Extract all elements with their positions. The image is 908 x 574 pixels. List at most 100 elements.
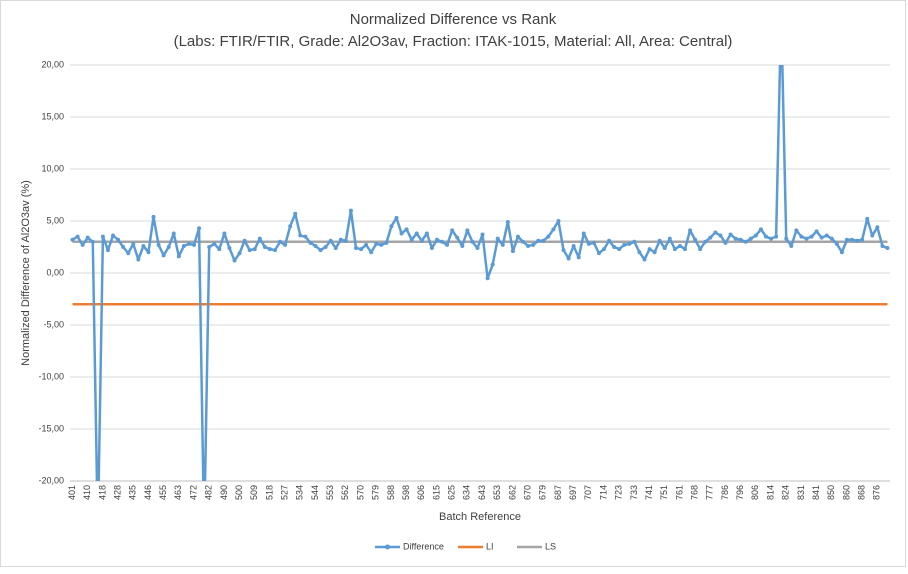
marker	[192, 242, 197, 247]
x-tick-label: 625	[447, 485, 457, 500]
marker	[465, 228, 470, 233]
marker	[379, 242, 384, 247]
marker	[136, 257, 141, 262]
marker	[151, 214, 156, 219]
marker	[242, 238, 247, 243]
marker	[212, 241, 217, 246]
x-tick-label: 796	[735, 485, 745, 500]
marker	[596, 251, 601, 256]
marker	[126, 251, 131, 256]
marker	[90, 239, 95, 244]
x-tick-label: 860	[841, 485, 851, 500]
chart-title: Normalized Difference vs Rank	[350, 11, 557, 28]
marker	[602, 247, 607, 252]
x-tick-label: 534	[295, 485, 305, 500]
marker	[303, 234, 308, 239]
x-tick-label: 509	[249, 485, 259, 500]
marker	[222, 231, 227, 236]
marker	[293, 211, 298, 216]
marker	[333, 246, 338, 251]
marker	[404, 227, 409, 232]
marker	[455, 235, 460, 240]
marker	[111, 233, 116, 238]
x-tick-label: 446	[143, 485, 153, 500]
marker	[794, 228, 799, 233]
y-tick-label: 20,00	[41, 59, 64, 69]
x-tick-label: 723	[614, 485, 624, 500]
marker	[829, 236, 834, 241]
y-tick-label: -5,00	[43, 319, 64, 329]
x-tick-label: 518	[264, 485, 274, 500]
marker	[278, 239, 283, 244]
marker	[237, 251, 242, 256]
x-tick-label: 814	[765, 485, 775, 500]
marker	[804, 236, 809, 241]
x-tick-label: 643	[477, 485, 487, 500]
marker	[698, 247, 703, 252]
marker	[75, 234, 80, 239]
x-tick-label: 786	[720, 485, 730, 500]
x-tick-label: 482	[204, 485, 214, 500]
marker	[824, 233, 829, 238]
marker	[860, 237, 865, 242]
marker	[257, 236, 262, 241]
legend-label: LS	[545, 541, 556, 551]
marker	[450, 228, 455, 233]
x-tick-label: 876	[872, 485, 882, 500]
marker	[799, 234, 804, 239]
x-tick-label: 606	[416, 485, 426, 500]
marker	[146, 250, 151, 255]
marker	[607, 238, 612, 243]
marker	[784, 236, 789, 241]
x-tick-label: 500	[234, 485, 244, 500]
marker	[652, 250, 657, 255]
x-tick-label: 472	[188, 485, 198, 500]
marker	[769, 236, 774, 241]
chart-subtitle: (Labs: FTIR/FTIR, Grade: Al2O3av, Fracti…	[174, 33, 733, 50]
y-tick-label: 0,00	[46, 267, 64, 277]
marker	[662, 246, 667, 251]
marker	[728, 232, 733, 237]
marker	[394, 215, 399, 220]
legend-marker	[385, 544, 390, 550]
x-tick-label: 806	[750, 485, 760, 500]
marker	[343, 238, 348, 243]
marker	[369, 250, 374, 255]
marker	[586, 241, 591, 246]
x-tick-label: 741	[644, 485, 654, 500]
marker	[870, 233, 875, 238]
legend-label: LI	[486, 541, 494, 551]
marker	[844, 237, 849, 242]
x-tick-label: 588	[386, 485, 396, 500]
marker	[733, 236, 738, 241]
marker	[556, 219, 561, 223]
marker	[353, 246, 358, 251]
marker	[480, 232, 485, 237]
marker	[789, 243, 794, 248]
marker	[541, 238, 546, 243]
x-tick-label: 579	[371, 485, 381, 500]
marker	[181, 243, 186, 248]
marker	[384, 240, 389, 245]
x-tick-label: 490	[219, 485, 229, 500]
marker	[642, 257, 647, 262]
marker	[247, 248, 252, 253]
marker	[298, 233, 303, 238]
marker	[834, 241, 839, 246]
marker	[70, 237, 75, 242]
marker	[500, 242, 505, 247]
x-tick-label: 435	[128, 485, 138, 500]
x-tick-label: 841	[811, 485, 821, 500]
x-tick-label: 553	[325, 485, 335, 500]
x-tick-label: 707	[583, 485, 593, 500]
marker	[536, 238, 541, 243]
marker	[576, 255, 581, 260]
marker	[546, 234, 551, 239]
x-tick-label: 634	[462, 485, 472, 500]
x-tick-label: 850	[826, 485, 836, 500]
marker	[753, 233, 758, 238]
marker	[252, 247, 257, 252]
marker	[217, 247, 222, 252]
marker	[627, 241, 632, 246]
x-tick-label: 868	[857, 485, 867, 500]
